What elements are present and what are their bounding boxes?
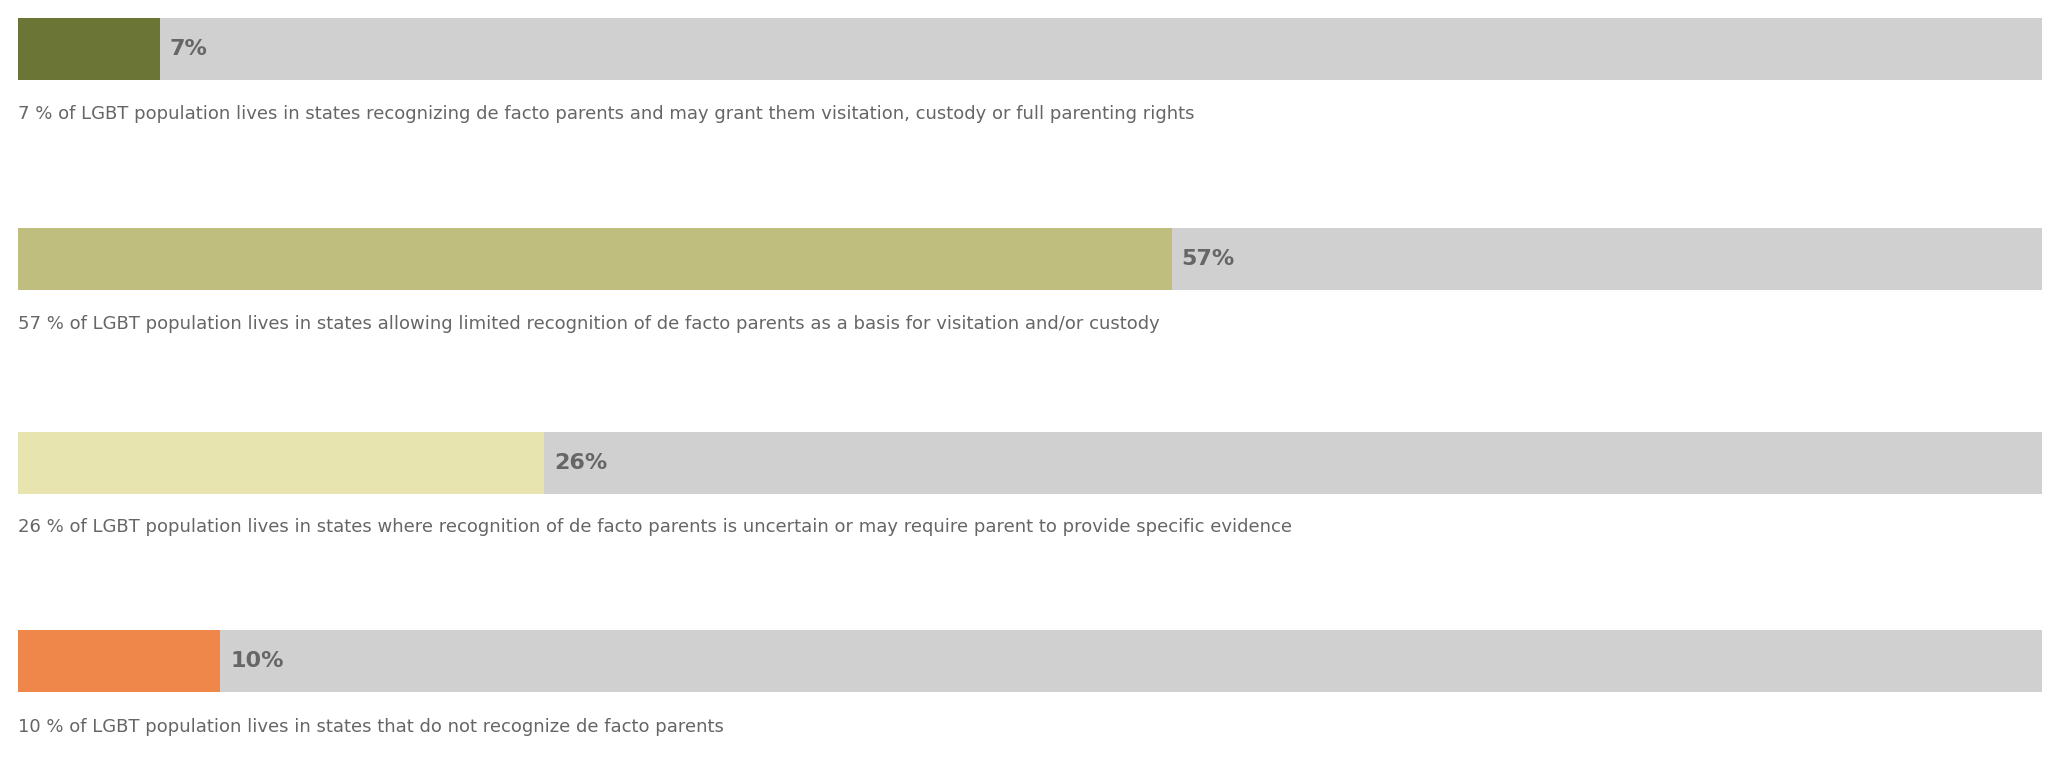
Bar: [19, 630, 220, 692]
Bar: [19, 228, 2041, 290]
Text: 57 % of LGBT population lives in states allowing limited recognition of de facto: 57 % of LGBT population lives in states …: [19, 315, 1160, 333]
Bar: [19, 432, 544, 494]
Text: 7 % of LGBT population lives in states recognizing de facto parents and may gran: 7 % of LGBT population lives in states r…: [19, 105, 1195, 123]
Text: 26%: 26%: [554, 453, 608, 473]
Text: 26 % of LGBT population lives in states where recognition of de facto parents is: 26 % of LGBT population lives in states …: [19, 518, 1292, 536]
Bar: [19, 18, 161, 80]
Bar: [19, 630, 2041, 692]
Bar: [19, 228, 1172, 290]
Text: 10%: 10%: [231, 651, 284, 671]
Text: 57%: 57%: [1182, 249, 1234, 269]
Bar: [19, 18, 2041, 80]
Text: 10 % of LGBT population lives in states that do not recognize de facto parents: 10 % of LGBT population lives in states …: [19, 718, 723, 736]
Text: 7%: 7%: [169, 39, 208, 59]
Bar: [19, 432, 2041, 494]
